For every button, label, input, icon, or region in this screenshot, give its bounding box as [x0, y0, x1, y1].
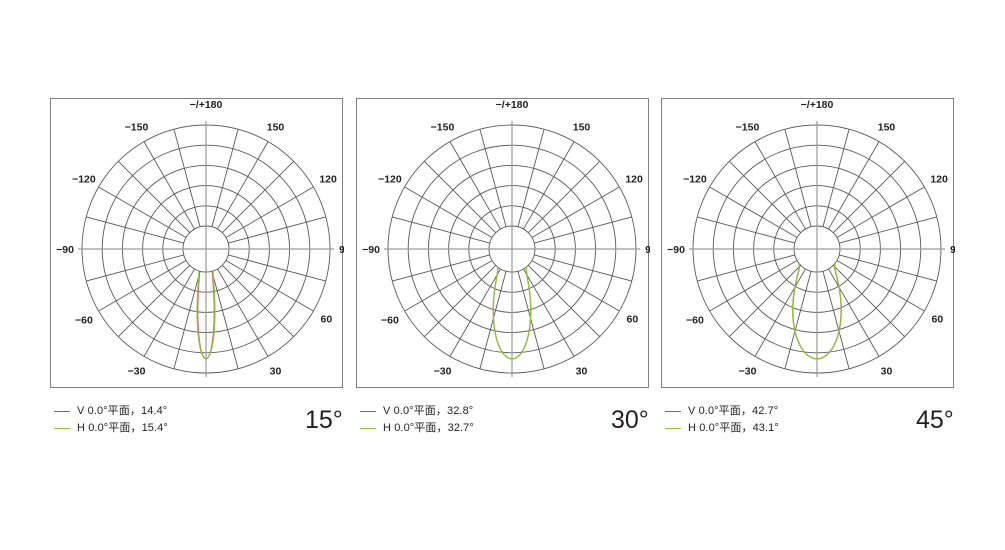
angle-tick-label-left_60: −60 — [381, 315, 399, 327]
h-plane-curve — [492, 266, 532, 360]
angle-tick-label-right_90: 90 — [645, 244, 650, 256]
legend-swatch-h-icon — [665, 428, 681, 429]
chart-panel-panel-15: −/+180 −150 150 −120 120 −90 90 −60 60 −30 30 0 — [50, 98, 344, 389]
legend-label-h-plane: H 0.0°平面，43.1° — [688, 422, 779, 434]
legend-item-h-plane: H 0.0°平面，32.7° — [360, 420, 474, 437]
legend-item-h-plane: H 0.0°平面，43.1° — [665, 420, 779, 437]
angle-tick-label-bottom: 0 — [814, 387, 820, 389]
legend-swatch-v-icon — [54, 411, 70, 412]
legend-label-v-plane: V 0.0°平面，32.8° — [383, 405, 474, 417]
legend-label-v-plane: V 0.0°平面，14.4° — [77, 405, 168, 417]
chart-panel-panel-30: −/+180 −150 150 −120 120 −90 90 −60 60 −30 30 0 — [356, 98, 650, 389]
beam-angle-title-panel-15: 15° — [305, 406, 343, 434]
polar-plot-panel-45: −/+180 −150 150 −120 120 −90 90 −60 60 −30 30 0 — [667, 99, 955, 389]
polar-plot-panel-30: −/+180 −150 150 −120 120 −90 90 −60 60 −30 30 0 — [362, 99, 650, 389]
angle-tick-label-top: −/+180 — [190, 99, 223, 111]
angle-tick-label-left_90: −90 — [667, 244, 685, 256]
angle-tick-label-bottom: 0 — [203, 387, 209, 389]
legend-label-h-plane: H 0.0°平面，32.7° — [383, 422, 474, 434]
angle-tick-label-left_60: −60 — [686, 315, 704, 327]
legend-label-h-plane: H 0.0°平面，15.4° — [77, 422, 168, 434]
angle-tick-label-top: −/+180 — [496, 99, 529, 111]
angle-tick-label-upper_left: −150 — [736, 122, 760, 134]
angle-tick-label-upper_right: 150 — [267, 122, 285, 134]
polar-grid — [689, 121, 945, 377]
angle-tick-label-left_30: −30 — [739, 365, 757, 377]
angle-tick-label-left_60: −60 — [75, 315, 93, 327]
beam-angle-title-panel-30: 30° — [611, 406, 649, 434]
polar-grid — [384, 121, 640, 377]
angle-tick-label-left_90: −90 — [56, 244, 74, 256]
angle-tick-label-right_120: 120 — [930, 174, 948, 186]
legend-swatch-v-icon — [665, 411, 681, 412]
legend-swatch-h-icon — [54, 428, 70, 429]
h-plane-curve — [196, 270, 216, 360]
legend-item-v-plane: V 0.0°平面，32.8° — [360, 403, 474, 420]
chart-panel-panel-45: −/+180 −150 150 −120 120 −90 90 −60 60 −30 30 0 — [661, 98, 955, 389]
angle-tick-label-right_30: 30 — [270, 365, 282, 377]
legend-swatch-v-icon — [360, 411, 376, 412]
angle-tick-label-bottom: 0 — [509, 387, 515, 389]
polar-plot-panel-15: −/+180 −150 150 −120 120 −90 90 −60 60 −30 30 0 — [56, 99, 344, 389]
angle-tick-label-right_30: 30 — [576, 365, 588, 377]
angle-tick-label-right_60: 60 — [627, 314, 639, 326]
angle-tick-label-left_120: −120 — [378, 174, 402, 186]
angle-tick-label-right_120: 120 — [319, 174, 337, 186]
legend-item-v-plane: V 0.0°平面，42.7° — [665, 403, 779, 420]
angle-tick-label-right_90: 90 — [339, 244, 344, 256]
legend-item-v-plane: V 0.0°平面，14.4° — [54, 403, 168, 420]
legend-panel-15: V 0.0°平面，14.4° H 0.0°平面，15.4° — [54, 403, 168, 437]
angle-tick-label-upper_right: 150 — [573, 122, 591, 134]
angle-tick-label-right_30: 30 — [881, 365, 893, 377]
beam-angle-title-panel-45: 45° — [916, 406, 954, 434]
polar-angle-labels: −/+180 −150 150 −120 120 −90 90 −60 60 −30 30 0 — [56, 99, 344, 389]
angle-tick-label-left_120: −120 — [72, 174, 96, 186]
legend-panel-30: V 0.0°平面，32.8° H 0.0°平面，32.7° — [360, 403, 474, 437]
polar-grid — [78, 121, 334, 377]
angle-tick-label-left_90: −90 — [362, 244, 380, 256]
angle-tick-label-top: −/+180 — [801, 99, 834, 111]
angle-tick-label-upper_right: 150 — [878, 122, 896, 134]
angle-tick-label-left_30: −30 — [128, 365, 146, 377]
legend-item-h-plane: H 0.0°平面，15.4° — [54, 420, 168, 437]
angle-tick-label-left_120: −120 — [683, 174, 707, 186]
polar-angle-labels: −/+180 −150 150 −120 120 −90 90 −60 60 −30 30 0 — [667, 99, 955, 389]
angle-tick-label-right_60: 60 — [932, 314, 944, 326]
angle-tick-label-upper_left: −150 — [431, 122, 455, 134]
h-plane-curve — [792, 262, 842, 360]
angle-tick-label-right_120: 120 — [625, 174, 643, 186]
legend-swatch-h-icon — [360, 428, 376, 429]
angle-tick-label-upper_left: −150 — [125, 122, 149, 134]
angle-tick-label-right_60: 60 — [321, 314, 333, 326]
legend-panel-45: V 0.0°平面，42.7° H 0.0°平面，43.1° — [665, 403, 779, 437]
angle-tick-label-left_30: −30 — [434, 365, 452, 377]
angle-tick-label-right_90: 90 — [950, 244, 955, 256]
polar-angle-labels: −/+180 −150 150 −120 120 −90 90 −60 60 −30 30 0 — [362, 99, 650, 389]
legend-label-v-plane: V 0.0°平面，42.7° — [688, 405, 779, 417]
